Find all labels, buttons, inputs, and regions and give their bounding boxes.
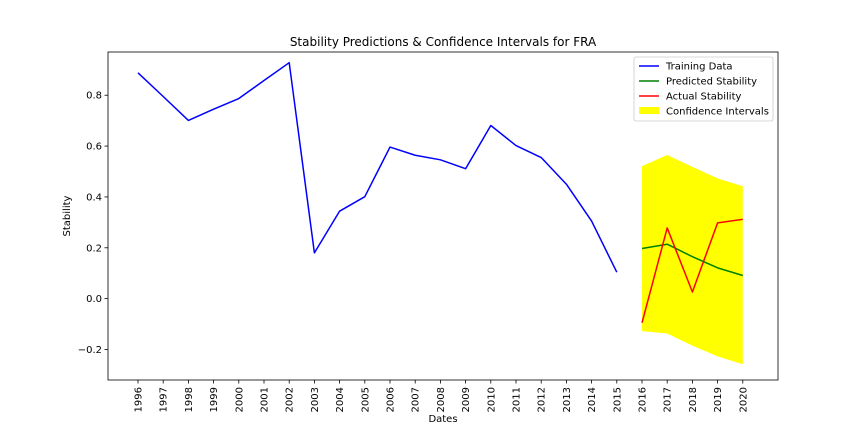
y-tick-label: 0.8 [86, 91, 102, 102]
legend-box [633, 56, 774, 122]
series-lines-layer [137, 61, 744, 323]
x-tick-label: 2003 [310, 387, 321, 412]
x-tick-label: 2009 [461, 387, 472, 412]
x-tick-label: 2018 [688, 387, 699, 412]
x-axis-ticks: 1996 1997 1998 1999 2000 2001 2002 2003 2004 2005… [134, 380, 749, 412]
x-tick-label: 2005 [360, 387, 371, 412]
y-tick-label: 0.0 [86, 294, 102, 305]
y-axis-ticks: −0.2 0.0 0.2 0.4 0.6 0.8 [78, 91, 108, 356]
series-line-predicted-stability [641, 243, 744, 277]
confidence-interval-layer [642, 154, 743, 365]
legend: Training Data Predicted Stability Actual S… [633, 56, 774, 122]
legend-swatch-confidence-intervals [639, 107, 659, 114]
x-tick-label: 1997 [159, 387, 170, 412]
x-tick-label: 2016 [638, 387, 649, 412]
x-tick-label: 2004 [335, 387, 346, 412]
x-tick-label: 1998 [184, 387, 195, 412]
x-tick-label: 2011 [512, 387, 523, 412]
legend-label-confidence-intervals: Confidence Intervals [666, 107, 769, 118]
x-tick-label: 2014 [587, 387, 598, 412]
series-line-training-data [137, 61, 618, 273]
x-tick-label: 2001 [260, 387, 271, 412]
x-tick-label: 1999 [209, 387, 220, 412]
y-tick-label: 0.2 [86, 243, 102, 254]
legend-label-actual-stability: Actual Stability [666, 92, 742, 103]
legend-label-training-data: Training Data [665, 62, 733, 73]
y-tick-label: 0.6 [86, 142, 102, 153]
y-axis-label: Stability [62, 195, 73, 236]
x-tick-label: 2013 [562, 387, 573, 412]
plot-frame [107, 51, 779, 381]
x-tick-label: 2017 [663, 387, 674, 412]
x-tick-label: 2015 [612, 387, 623, 412]
chart-title: Stability Predictions & Confidence Inter… [290, 35, 597, 49]
x-tick-label: 2012 [537, 387, 548, 412]
x-tick-label: 2020 [738, 387, 749, 412]
y-tick-label: −0.2 [78, 345, 102, 356]
y-tick-label: 0.4 [86, 192, 102, 203]
x-tick-label: 2006 [386, 387, 397, 412]
confidence-interval-band [642, 154, 743, 365]
x-tick-label: 2007 [411, 387, 422, 412]
x-tick-label: 2008 [436, 387, 447, 412]
legend-label-predicted-stability: Predicted Stability [666, 77, 757, 88]
x-tick-label: 2019 [713, 387, 724, 412]
x-axis-label: Dates [428, 414, 457, 425]
x-tick-label: 2002 [285, 387, 296, 412]
x-tick-label: 1996 [134, 387, 145, 412]
x-tick-label: 2010 [486, 387, 497, 412]
x-tick-label: 2000 [234, 387, 245, 412]
series-line-actual-stability [641, 218, 743, 323]
